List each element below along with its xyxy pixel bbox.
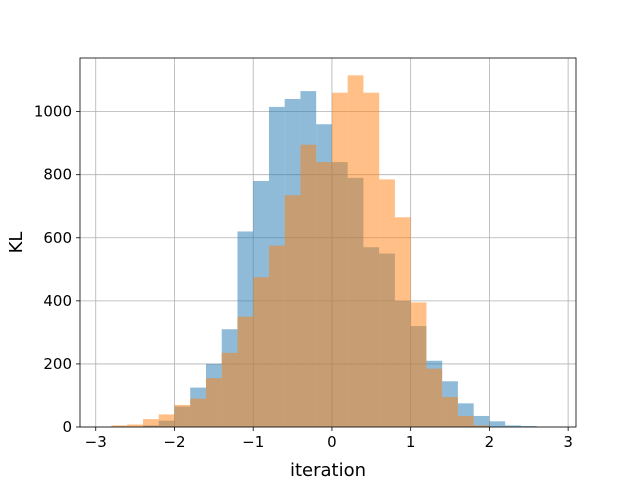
histogram-bar-series-2 — [442, 397, 458, 427]
histogram-bar-series-2 — [394, 217, 411, 427]
histogram-bar-series-2 — [158, 414, 175, 427]
histogram-bar-series-2 — [205, 378, 222, 427]
x-tick-label: 0 — [327, 433, 337, 451]
histogram-bar-series-2 — [300, 144, 317, 427]
y-tick-label: 0 — [62, 418, 72, 436]
x-tick-label: −3 — [85, 433, 107, 451]
histogram-bar-series-2 — [174, 404, 191, 427]
histogram-bar-series-2 — [410, 302, 427, 427]
x-tick-label: −1 — [242, 433, 264, 451]
histogram-bar-series-2 — [473, 425, 490, 427]
y-axis-label: KL — [6, 232, 27, 254]
histogram-bars — [111, 75, 537, 428]
histogram-bar-series-2 — [379, 179, 395, 427]
histogram-bar-series-2 — [190, 398, 206, 427]
histogram-bar-series-2 — [363, 92, 380, 427]
axes-frame — [79, 57, 577, 428]
y-axis-ticks: 0 200 400 600 800 1000 — [34, 103, 80, 436]
histogram-bar-series-2 — [426, 368, 443, 427]
histogram-bar-series-2 — [284, 195, 301, 427]
histogram-bar-series-2 — [347, 75, 364, 427]
histogram-bar-series-2 — [127, 424, 143, 427]
histogram-bar-series-1 — [489, 421, 506, 427]
x-tick-label: 2 — [485, 433, 495, 451]
x-axis-label: iteration — [290, 460, 366, 480]
y-tick-label: 800 — [43, 166, 72, 184]
histogram-bar-series-1 — [473, 415, 490, 427]
y-tick-label: 200 — [43, 355, 72, 373]
histogram-bar-series-2 — [237, 316, 254, 427]
histogram-bar-series-2 — [221, 352, 238, 427]
histogram-bar-series-2 — [111, 425, 128, 427]
histogram-bar-series-1 — [520, 426, 537, 427]
x-axis-ticks: −3 −2 −1 0 1 2 3 — [85, 427, 573, 451]
histogram-bar-series-2 — [142, 419, 159, 427]
histogram-bar-series-2 — [316, 162, 332, 428]
histogram-bar-series-2 — [331, 92, 348, 427]
y-tick-label: 400 — [43, 292, 72, 310]
histogram-bar-series-2 — [268, 245, 285, 427]
x-tick-label: 3 — [563, 433, 573, 451]
y-tick-label: 1000 — [34, 103, 72, 121]
histogram-bar-series-2 — [457, 415, 474, 427]
x-tick-label: −2 — [163, 433, 185, 451]
histogram-bar-series-1 — [505, 425, 521, 427]
x-tick-label: 1 — [406, 433, 416, 451]
histogram-bar-series-2 — [253, 277, 269, 427]
y-tick-label: 600 — [43, 229, 72, 247]
